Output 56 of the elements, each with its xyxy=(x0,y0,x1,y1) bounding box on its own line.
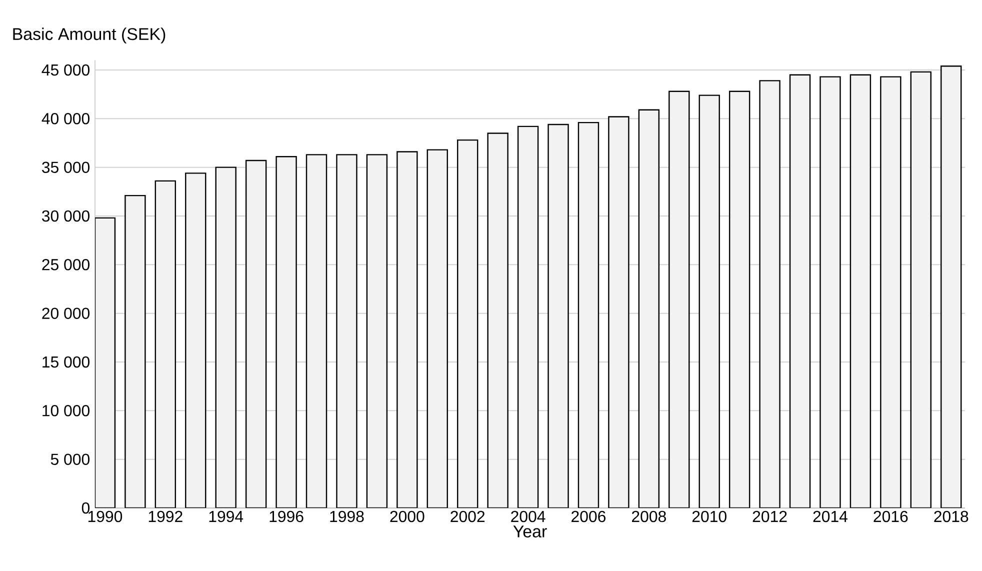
x-tick-label: 1990 xyxy=(88,510,122,522)
bar xyxy=(850,74,872,508)
bar xyxy=(789,74,811,508)
y-tick-label: 10 000 xyxy=(42,405,90,416)
x-tick-label: 1996 xyxy=(270,510,304,522)
bar xyxy=(215,166,236,508)
x-tick-label: 2018 xyxy=(934,510,968,522)
bar xyxy=(759,80,780,508)
x-tick-label: 2000 xyxy=(390,510,424,522)
bar xyxy=(185,172,206,508)
bar xyxy=(276,156,297,508)
bar xyxy=(306,154,328,508)
bar xyxy=(548,124,569,508)
bar xyxy=(638,109,660,508)
bar xyxy=(578,122,600,508)
bar xyxy=(457,139,478,508)
x-tick-label: 2016 xyxy=(874,510,908,522)
bar xyxy=(124,194,146,508)
bar xyxy=(910,71,932,508)
y-tick-label: 40 000 xyxy=(42,113,90,124)
bar xyxy=(940,66,962,508)
x-tick-label: 1998 xyxy=(330,510,364,522)
bar xyxy=(517,126,539,508)
x-tick-label: 2002 xyxy=(450,510,485,522)
bar xyxy=(95,217,116,508)
y-tick-label: 30 000 xyxy=(42,210,90,222)
x-axis-title: Year xyxy=(513,526,547,538)
bar xyxy=(608,116,630,508)
bar xyxy=(880,76,902,508)
x-tick-label: 2010 xyxy=(692,510,726,522)
x-tick-label: 2012 xyxy=(752,510,787,522)
x-tick-label: 2014 xyxy=(813,510,848,522)
y-tick-label: 5 000 xyxy=(50,454,90,465)
bar xyxy=(336,154,358,508)
bar xyxy=(698,94,720,508)
y-tick-label: 20 000 xyxy=(42,308,90,319)
bar xyxy=(366,154,388,508)
bar xyxy=(426,149,448,508)
y-tick-label: 0 xyxy=(82,502,90,514)
y-tick-label: 45 000 xyxy=(42,64,90,76)
y-tick-label: 15 000 xyxy=(42,356,90,368)
bar xyxy=(820,76,841,508)
x-tick-label: 1992 xyxy=(148,510,182,522)
bar xyxy=(728,90,750,508)
bar xyxy=(487,132,508,508)
bar xyxy=(396,151,418,508)
bar xyxy=(668,90,690,508)
x-tick-label: 1994 xyxy=(209,510,244,522)
x-tick-label: 2006 xyxy=(572,510,606,522)
y-tick-label: 25 000 xyxy=(42,259,90,270)
bar xyxy=(245,160,267,508)
bar xyxy=(154,180,176,508)
x-tick-label: 2004 xyxy=(511,510,546,522)
y-tick-label: 35 000 xyxy=(42,162,90,173)
y-axis-title: Basic Amount (SEK) xyxy=(13,28,166,44)
x-tick-label: 2008 xyxy=(632,510,666,522)
